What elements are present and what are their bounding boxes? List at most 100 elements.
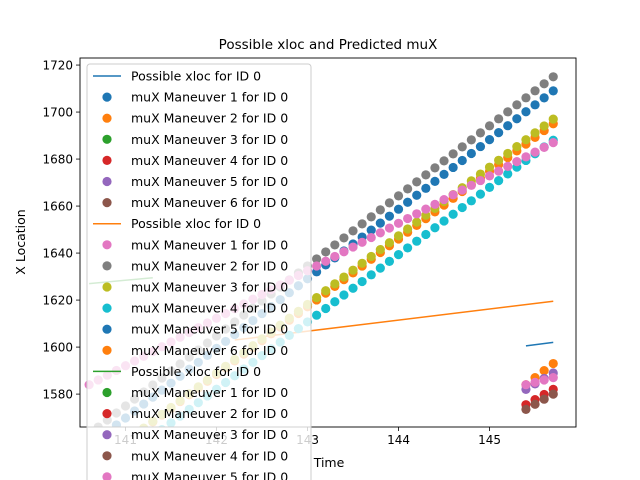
- scatter-point: [348, 226, 358, 236]
- scatter-point: [357, 258, 367, 268]
- legend-box: [86, 63, 312, 480]
- y-axis-label: X Location: [13, 209, 28, 274]
- scatter-point: [357, 219, 367, 229]
- scatter-point: [393, 191, 404, 201]
- scatter-point: [530, 86, 540, 96]
- legend-label: muX Maneuver 1 for ID 0: [131, 237, 288, 252]
- scatter-point: [403, 213, 413, 224]
- y-tick-label: 1620: [42, 294, 73, 308]
- legend-label: muX Maneuver 5 for ID 0: [131, 174, 288, 189]
- y-tick-label: 1660: [42, 200, 73, 214]
- scatter-point: [548, 138, 558, 148]
- legend-label: muX Maneuver 3 for ID 0: [131, 427, 288, 442]
- scatter-point: [339, 272, 349, 282]
- scatter-point: [339, 233, 349, 243]
- legend-label: muX Maneuver 4 for ID 0: [131, 153, 288, 168]
- scatter-point: [457, 185, 467, 195]
- legend-marker-swatch: [102, 176, 112, 187]
- legend-marker-swatch: [102, 282, 112, 292]
- scatter-point: [503, 169, 513, 179]
- scatter-point: [312, 254, 322, 264]
- scatter-point: [330, 297, 340, 307]
- scatter-point: [393, 218, 404, 228]
- scatter-point: [503, 107, 513, 117]
- legend-label: muX Maneuver 6 for ID 0: [131, 343, 288, 358]
- scatter-point: [348, 242, 358, 252]
- scatter-point: [403, 243, 413, 253]
- scatter-point: [530, 377, 540, 387]
- scatter-point: [484, 162, 495, 172]
- scatter-point: [339, 247, 349, 257]
- legend-marker-swatch: [102, 430, 112, 440]
- scatter-point: [357, 276, 367, 287]
- scatter-point: [475, 169, 486, 179]
- scatter-point: [430, 176, 440, 186]
- scatter-point: [494, 128, 504, 138]
- scatter-point: [439, 216, 449, 226]
- y-tick-label: 1640: [42, 247, 73, 261]
- scatter-point: [521, 93, 531, 103]
- scatter-point: [457, 202, 467, 213]
- xloc-line: [525, 341, 554, 347]
- scatter-point: [539, 365, 549, 376]
- scatter-point: [494, 166, 504, 176]
- scatter-point: [548, 72, 558, 82]
- legend-marker-swatch: [102, 409, 112, 419]
- scatter-point: [375, 244, 385, 255]
- scatter-point: [494, 155, 504, 165]
- scatter-point: [330, 251, 340, 262]
- scatter-point: [521, 380, 531, 390]
- scatter-point: [403, 197, 413, 207]
- scatter-point: [448, 209, 458, 219]
- scatter-point: [521, 135, 531, 145]
- legend-marker-swatch: [102, 451, 112, 461]
- scatter-point: [366, 212, 376, 222]
- scatter-point: [321, 256, 331, 266]
- legend-label: muX Maneuver 4 for ID 0: [131, 301, 288, 316]
- scatter-point: [548, 373, 558, 383]
- scatter-point: [357, 237, 367, 247]
- scatter-point: [448, 162, 458, 173]
- scatter-point: [312, 261, 322, 271]
- scatter-point: [494, 114, 504, 124]
- scatter-point: [466, 148, 476, 159]
- scatter-point: [403, 184, 413, 194]
- chart-title: Possible xloc and Predicted muX: [219, 37, 438, 53]
- scatter-point: [548, 86, 558, 96]
- legend-label: muX Maneuver 2 for ID 0: [131, 111, 288, 126]
- scatter-point: [484, 182, 495, 192]
- scatter-point: [384, 198, 395, 208]
- scatter-point: [503, 121, 513, 131]
- y-tick-label: 1720: [42, 59, 73, 73]
- scatter-point: [421, 183, 431, 193]
- scatter-point: [312, 293, 322, 303]
- scatter-point: [530, 399, 540, 409]
- scatter-point: [403, 224, 413, 234]
- scatter-point: [384, 223, 395, 233]
- scatter-point: [539, 375, 549, 385]
- scatter-point: [503, 161, 513, 171]
- scatter-point: [448, 149, 458, 159]
- scatter-point: [484, 171, 495, 181]
- legend-label: muX Maneuver 6 for ID 0: [131, 195, 288, 210]
- scatter-point: [430, 199, 440, 209]
- scatter-point: [366, 251, 376, 262]
- y-tick-label: 1600: [42, 341, 73, 355]
- legend-label: muX Maneuver 4 for ID 0: [131, 448, 288, 463]
- scatter-point: [375, 218, 385, 228]
- scatter-point: [384, 238, 395, 248]
- scatter-point: [539, 394, 549, 404]
- scatter-point: [512, 100, 522, 110]
- scatter-point: [330, 240, 340, 250]
- y-tick-label: 1680: [42, 153, 73, 167]
- scatter-point: [375, 205, 385, 215]
- scatter-point: [384, 211, 395, 221]
- legend-marker-swatch: [102, 113, 112, 123]
- scatter-point: [393, 250, 404, 260]
- scatter-point: [421, 170, 431, 180]
- legend-label: muX Maneuver 3 for ID 0: [131, 280, 288, 295]
- legend-marker-swatch: [102, 303, 112, 313]
- scatter-point: [393, 204, 404, 214]
- legend-label: Possible xloc for ID 0: [131, 364, 261, 379]
